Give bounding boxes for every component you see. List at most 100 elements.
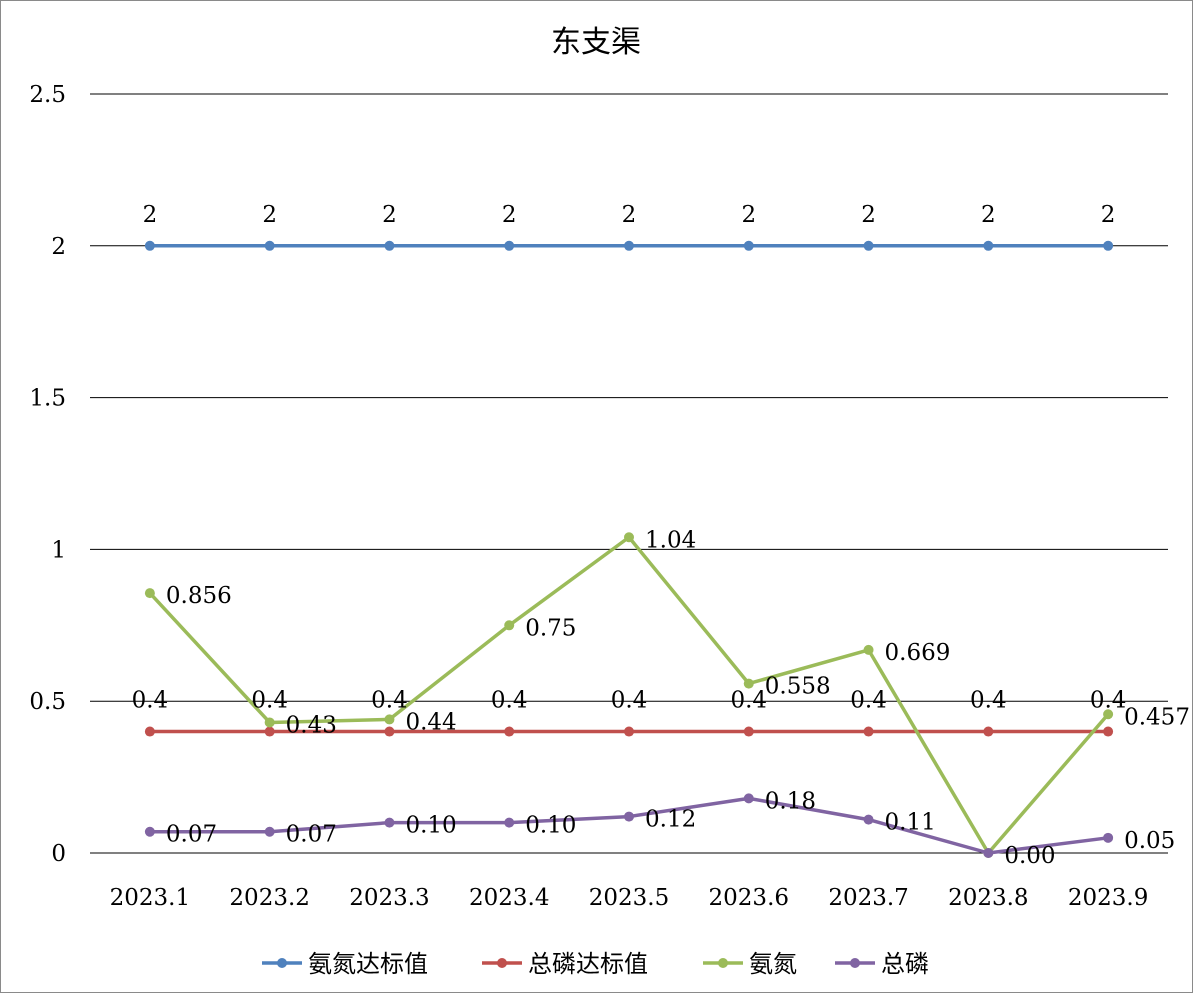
data-label: 2 (741, 202, 756, 228)
data-point (264, 726, 275, 737)
data-label: 0.4 (1090, 688, 1127, 714)
data-point (863, 726, 874, 737)
data-point (624, 532, 634, 543)
data-point (1103, 726, 1114, 737)
data-label: 2 (861, 202, 876, 228)
data-label: 0.4 (371, 688, 408, 714)
data-point (1103, 240, 1114, 251)
data-label: 0.43 (286, 712, 337, 738)
data-label: 2 (262, 202, 277, 228)
data-labels: 2 2 2 2 2 2 2 2 2 0.4 0.4 0.4 0.4 0.4 0.4 0.4 0.4 0.4 0.85… (132, 202, 1190, 869)
data-label: 0.669 (885, 640, 951, 666)
data-point (743, 793, 754, 804)
legend-item: 氨氮达标值 (262, 950, 428, 978)
data-point (504, 620, 515, 631)
y-tick-label: 0 (51, 841, 66, 867)
data-label: 0.75 (525, 615, 576, 641)
data-point (384, 817, 395, 828)
data-point (504, 240, 515, 251)
y-tick-label: 2.5 (29, 82, 66, 108)
series-1 (144, 240, 1114, 251)
data-point (624, 811, 634, 822)
data-point (1103, 709, 1114, 720)
data-label: 0.4 (611, 688, 648, 714)
data-point (983, 240, 994, 251)
legend-swatch-marker (718, 958, 728, 968)
data-label: 0.4 (491, 688, 528, 714)
data-label: 2 (981, 202, 996, 228)
data-label: 0.856 (166, 583, 232, 609)
data-label: 0.4 (132, 688, 169, 714)
data-point (983, 848, 994, 858)
data-label: 0.10 (405, 813, 456, 839)
legend-swatch-marker (850, 958, 860, 968)
data-point (504, 817, 515, 828)
legend-item: 总磷达标值 (482, 950, 648, 978)
legend-label: 氨氮 (749, 950, 797, 978)
series-lines (144, 240, 1114, 858)
y-tick-label: 2 (51, 234, 66, 260)
data-point (983, 726, 994, 737)
data-point (144, 826, 155, 837)
data-label: 0.4 (850, 688, 887, 714)
data-point (384, 714, 395, 725)
x-tick-label: 2023.1 (110, 885, 190, 911)
data-point (384, 240, 395, 251)
legend-label: 总磷达标值 (528, 950, 648, 978)
data-point (264, 826, 275, 837)
data-label: 0.07 (166, 822, 217, 848)
data-label: 0.4 (970, 688, 1007, 714)
data-point (264, 240, 275, 251)
data-label: 0.18 (765, 788, 816, 814)
data-point (144, 726, 155, 737)
x-tick-label: 2023.5 (589, 885, 669, 911)
data-point (624, 240, 634, 251)
legend: 氨氮达标值 总磷达标值 氨氮 总磷 (262, 950, 929, 978)
data-point (743, 678, 754, 689)
x-tick-label: 2023.9 (1068, 885, 1148, 911)
chart-title: 东支渠 (551, 25, 641, 60)
x-tick-label: 2023.3 (349, 885, 429, 911)
data-label: 0.44 (405, 709, 456, 735)
data-label: 0.4 (251, 688, 288, 714)
x-tick-label: 2023.8 (948, 885, 1028, 911)
data-label: 2 (1101, 202, 1116, 228)
data-label: 0.457 (1124, 704, 1190, 730)
data-label: 2 (382, 202, 397, 228)
data-point (863, 644, 874, 655)
data-point (264, 717, 275, 728)
data-point (384, 726, 395, 737)
x-tick-label: 2023.6 (709, 885, 789, 911)
y-tick-label: 1.5 (29, 386, 66, 412)
data-point (863, 240, 874, 251)
data-point (144, 240, 155, 251)
y-axis-ticks: 0 0.5 1 1.5 2 2.5 (29, 82, 66, 867)
data-label: 0.07 (286, 822, 337, 848)
legend-item: 总磷 (835, 950, 929, 978)
data-label: 2 (143, 202, 158, 228)
data-point (624, 726, 634, 737)
data-label: 0.00 (1004, 843, 1055, 869)
y-tick-label: 0.5 (29, 689, 66, 715)
data-point (743, 726, 754, 737)
legend-item: 氨氮 (703, 950, 797, 978)
data-label: 0.558 (765, 674, 831, 700)
data-point (863, 814, 874, 825)
data-point (743, 240, 754, 251)
legend-label: 氨氮达标值 (308, 950, 428, 978)
x-tick-label: 2023.2 (229, 885, 309, 911)
x-tick-label: 2023.4 (469, 885, 549, 911)
data-label: 0.10 (525, 813, 576, 839)
data-label: 0.12 (645, 807, 696, 833)
series-4 (144, 793, 1114, 858)
data-label: 2 (502, 202, 517, 228)
data-label: 0.05 (1124, 828, 1175, 854)
series-2 (144, 726, 1114, 737)
data-label: 2 (622, 202, 637, 228)
data-point (144, 588, 155, 599)
legend-swatch-marker (497, 958, 507, 968)
data-point (504, 726, 515, 737)
data-point (1103, 832, 1114, 843)
